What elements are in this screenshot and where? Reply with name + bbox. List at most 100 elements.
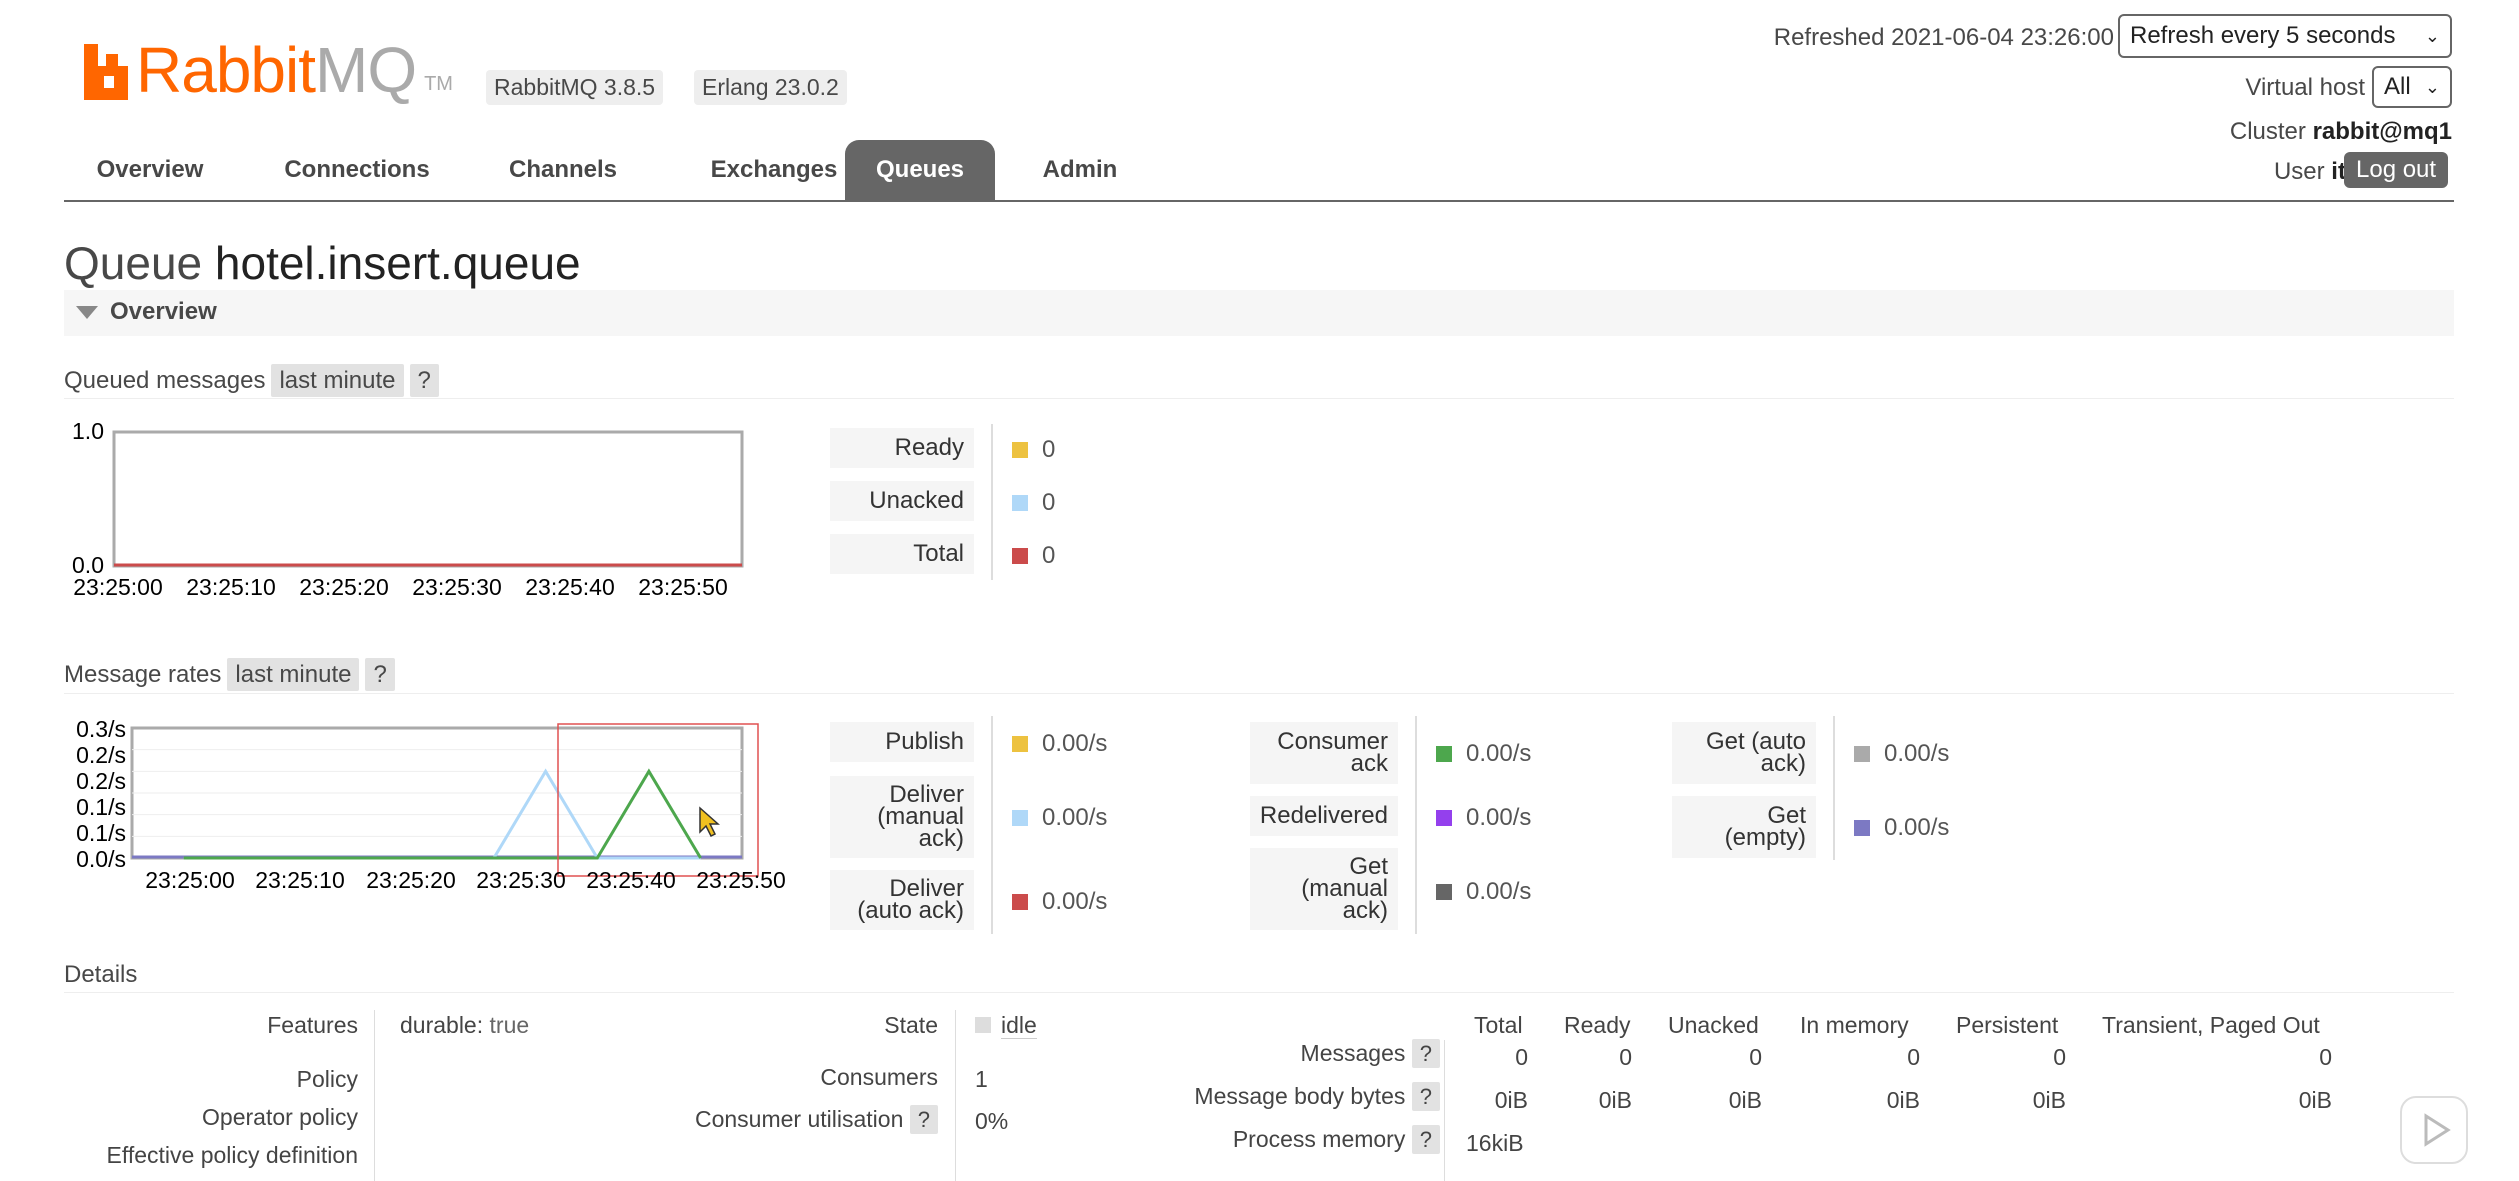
- col-transient: Transient, Paged Out: [2102, 1012, 2320, 1038]
- messages-row-label: Messages ?: [1060, 1039, 1440, 1068]
- messages-unacked: 0: [1749, 1044, 1762, 1070]
- get-auto-rate: 0.00/s: [1884, 740, 1950, 767]
- vhost-select[interactable]: All ⌄: [2372, 66, 2452, 108]
- divider: [955, 1010, 956, 1181]
- durable-value: true: [489, 1012, 530, 1038]
- body-ready: 0iB: [1598, 1087, 1632, 1113]
- play-icon: [2424, 1113, 2451, 1147]
- details-header: Details: [64, 961, 138, 988]
- get-manual-ack-text: Get (manual ack): [1301, 853, 1388, 924]
- tab-admin[interactable]: Admin: [1042, 156, 1118, 183]
- process-memory-row-label: Process memory ?: [1060, 1125, 1440, 1154]
- erlang-badge: Erlang 23.0.2: [694, 70, 847, 105]
- policy-label: Policy: [296, 1066, 358, 1092]
- body-unacked: 0iB: [1728, 1087, 1762, 1113]
- queued-x-tick: 23:25:00: [73, 574, 163, 600]
- queued-help-button[interactable]: ?: [409, 364, 439, 397]
- body-bytes-help-button[interactable]: ?: [1411, 1082, 1440, 1111]
- get-manual-swatch: [1436, 884, 1452, 900]
- version-badge: RabbitMQ 3.8.5: [486, 70, 664, 105]
- logo-suffix: MQ: [315, 34, 417, 106]
- tab-queues[interactable]: Queues: [845, 140, 995, 200]
- consumers-value: 1: [975, 1066, 988, 1092]
- redelivered-value: 0.00/s: [1436, 804, 1531, 832]
- col-persistent: Persistent: [1956, 1012, 2059, 1038]
- rates-x-tick: 23:25:10: [255, 867, 345, 893]
- messages-persistent: 0: [2053, 1044, 2066, 1070]
- message-rates-chart: 0.3/s 0.2/s 0.2/s 0.1/s 0.1/s 0.0/s 23:2…: [76, 716, 786, 893]
- queued-y-tick: 1.0: [72, 420, 104, 444]
- rates-range-button[interactable]: last minute: [227, 658, 360, 691]
- body-bytes-label: Message body bytes: [1194, 1083, 1406, 1109]
- consumer-ack-label: Consumer ack: [1250, 722, 1398, 784]
- utilisation-label: Consumer utilisation: [694, 1106, 904, 1132]
- process-memory-help-button[interactable]: ?: [1411, 1125, 1440, 1154]
- user-label: User: [2273, 158, 2325, 185]
- tab-exchanges[interactable]: Exchanges: [710, 156, 838, 183]
- ready-swatch: [1012, 442, 1028, 458]
- ready-value: 0: [1012, 436, 1055, 464]
- refresh-interval-select[interactable]: Refresh every 5 seconds ⌄: [2118, 14, 2452, 58]
- body-transient: 0iB: [2298, 1087, 2332, 1113]
- get-empty-text: Get (empty): [1724, 802, 1806, 851]
- durable-key: durable:: [400, 1012, 484, 1038]
- get-empty-label: Get (empty): [1672, 796, 1816, 858]
- features-value: durable: true: [400, 1012, 529, 1039]
- utilisation-help-button[interactable]: ?: [909, 1105, 938, 1134]
- rates-y-tick: 0.2/s: [76, 768, 126, 794]
- idle-indicator-icon: [975, 1017, 991, 1033]
- divider: [991, 424, 993, 580]
- total-label: Total: [830, 534, 974, 574]
- rabbitmq-logo: RabbitMQ TM: [84, 30, 453, 102]
- page-title: Queue hotel.insert.queue: [64, 236, 581, 290]
- deliver-manual-value: 0.00/s: [1012, 804, 1107, 832]
- deliver-manual-ack-label: Deliver (manual ack): [830, 776, 974, 858]
- tab-overview[interactable]: Overview: [96, 156, 204, 183]
- rates-help-button[interactable]: ?: [365, 658, 395, 691]
- mouse-cursor-icon: [699, 806, 720, 838]
- play-button[interactable]: [2400, 1096, 2468, 1164]
- deliver-auto-ack-text: Deliver (auto ack): [857, 875, 964, 924]
- divider: [64, 992, 2454, 993]
- body-persistent: 0iB: [2032, 1087, 2066, 1113]
- effective-policy-label: Effective policy definition: [106, 1142, 358, 1168]
- consumer-ack-swatch: [1436, 746, 1452, 762]
- queue-name: hotel.insert.queue: [214, 237, 581, 289]
- unacked-value: 0: [1012, 489, 1055, 517]
- queued-y-tick: 0.0: [72, 552, 104, 578]
- rates-label: Message rates: [64, 661, 222, 688]
- queued-label: Queued messages: [64, 367, 266, 394]
- total-count: 0: [1042, 542, 1056, 569]
- overview-section-header[interactable]: Overview: [64, 290, 2454, 336]
- divider: [991, 716, 993, 934]
- get-empty-swatch: [1854, 820, 1870, 836]
- queued-messages-chart: 1.0 0.0 23:25:00 23:25:10 23:25:20 23:25…: [72, 420, 744, 600]
- main-nav: Overview Connections Channels Exchanges …: [64, 140, 2454, 202]
- unacked-count: 0: [1042, 489, 1056, 516]
- messages-total: 0: [1515, 1044, 1528, 1070]
- messages-help-button[interactable]: ?: [1411, 1039, 1440, 1068]
- logout-button[interactable]: Log out: [2344, 152, 2449, 188]
- cluster-info: Cluster rabbit@mq1: [2230, 118, 2452, 146]
- get-auto-swatch: [1854, 746, 1870, 762]
- messages-label: Messages: [1300, 1040, 1406, 1066]
- tab-connections[interactable]: Connections: [284, 156, 430, 183]
- rates-x-tick: 23:25:00: [145, 867, 235, 893]
- queued-x-tick: 23:25:40: [525, 574, 615, 600]
- queued-messages-header: Queued messages last minute?: [64, 364, 439, 397]
- total-swatch: [1012, 548, 1028, 564]
- body-total: 0iB: [1494, 1087, 1528, 1113]
- messages-in-memory: 0: [1907, 1044, 1920, 1070]
- logo-brand: Rabbit: [136, 34, 316, 106]
- rates-y-tick: 0.0/s: [76, 846, 126, 872]
- vhost-label: Virtual host: [2245, 74, 2365, 101]
- redelivered-swatch: [1436, 810, 1452, 826]
- rates-x-tick: 23:25:30: [476, 867, 566, 893]
- rates-y-tick: 0.2/s: [76, 742, 126, 768]
- cluster-label: Cluster: [2229, 118, 2306, 145]
- col-unacked: Unacked: [1668, 1012, 1759, 1038]
- messages-ready: 0: [1619, 1044, 1632, 1070]
- queued-range-button[interactable]: last minute: [271, 364, 404, 397]
- tab-channels[interactable]: Channels: [508, 156, 618, 183]
- queued-x-tick: 23:25:50: [638, 574, 728, 600]
